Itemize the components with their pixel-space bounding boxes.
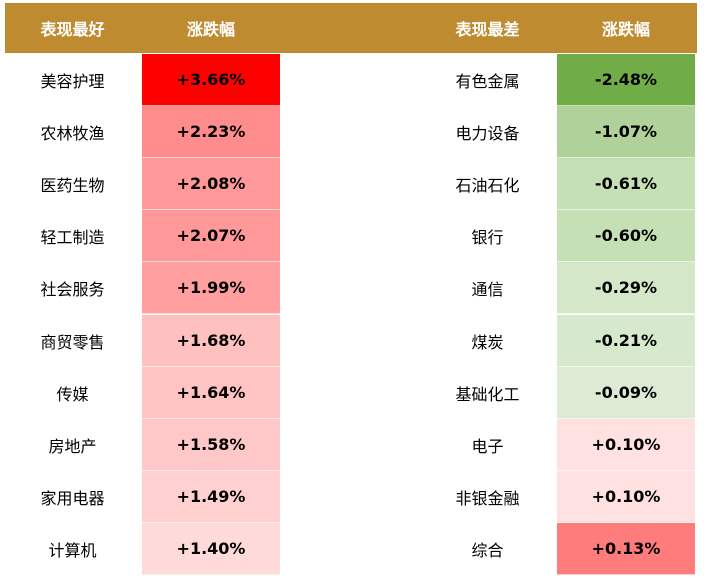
change-cell: +2.23% — [142, 106, 280, 159]
sector-name: 非银金融 — [455, 488, 520, 508]
change-cell: -0.60% — [557, 210, 695, 263]
change-cell: -0.09% — [557, 366, 695, 419]
sector-name: 家用电器 — [40, 488, 105, 508]
change-cell: +1.99% — [142, 262, 280, 315]
sector-name: 商贸零售 — [40, 332, 105, 352]
sector-name: 综合 — [471, 540, 504, 560]
change-cell: +0.10% — [557, 418, 695, 471]
sector-name: 农林牧渔 — [40, 124, 105, 144]
change-cell: +3.66% — [142, 54, 280, 107]
change-cell: -1.07% — [557, 106, 695, 159]
change-cell: +2.07% — [142, 210, 280, 263]
header-label: 表现最好 — [40, 20, 105, 39]
change-cell: +0.13% — [557, 522, 695, 575]
header-label: 表现最差 — [455, 20, 520, 39]
sector-name: 银行 — [471, 228, 504, 248]
change-cell: +1.40% — [142, 522, 280, 575]
header-bar — [5, 3, 697, 53]
change-cell: +1.68% — [142, 314, 280, 367]
change-cell: -0.61% — [557, 158, 695, 211]
sector-name: 计算机 — [48, 540, 97, 560]
sector-name: 电子 — [471, 436, 504, 456]
header-label: 涨跌幅 — [601, 20, 650, 39]
change-cell: +1.49% — [142, 470, 280, 523]
sector-name: 电力设备 — [455, 124, 520, 144]
sector-name: 轻工制造 — [40, 228, 105, 248]
change-cell: -0.21% — [557, 314, 695, 367]
sector-name: 石油石化 — [455, 176, 520, 196]
sector-name: 煤炭 — [471, 332, 504, 352]
sector-name: 通信 — [471, 280, 504, 300]
change-cell: +1.58% — [142, 418, 280, 471]
sector-name: 有色金属 — [455, 72, 520, 92]
change-cell: -0.29% — [557, 262, 695, 315]
sector-name: 传媒 — [56, 384, 89, 404]
change-cell: +1.64% — [142, 366, 280, 419]
sector-name: 医药生物 — [40, 176, 105, 196]
sector-name: 基础化工 — [455, 384, 520, 404]
header-label: 涨跌幅 — [186, 20, 235, 39]
change-cell: +0.10% — [557, 470, 695, 523]
sector-name: 房地产 — [48, 436, 97, 456]
sector-name: 社会服务 — [40, 280, 105, 300]
sector-name: 美容护理 — [40, 72, 105, 92]
change-cell: -2.48% — [557, 54, 695, 107]
change-cell: +2.08% — [142, 158, 280, 211]
